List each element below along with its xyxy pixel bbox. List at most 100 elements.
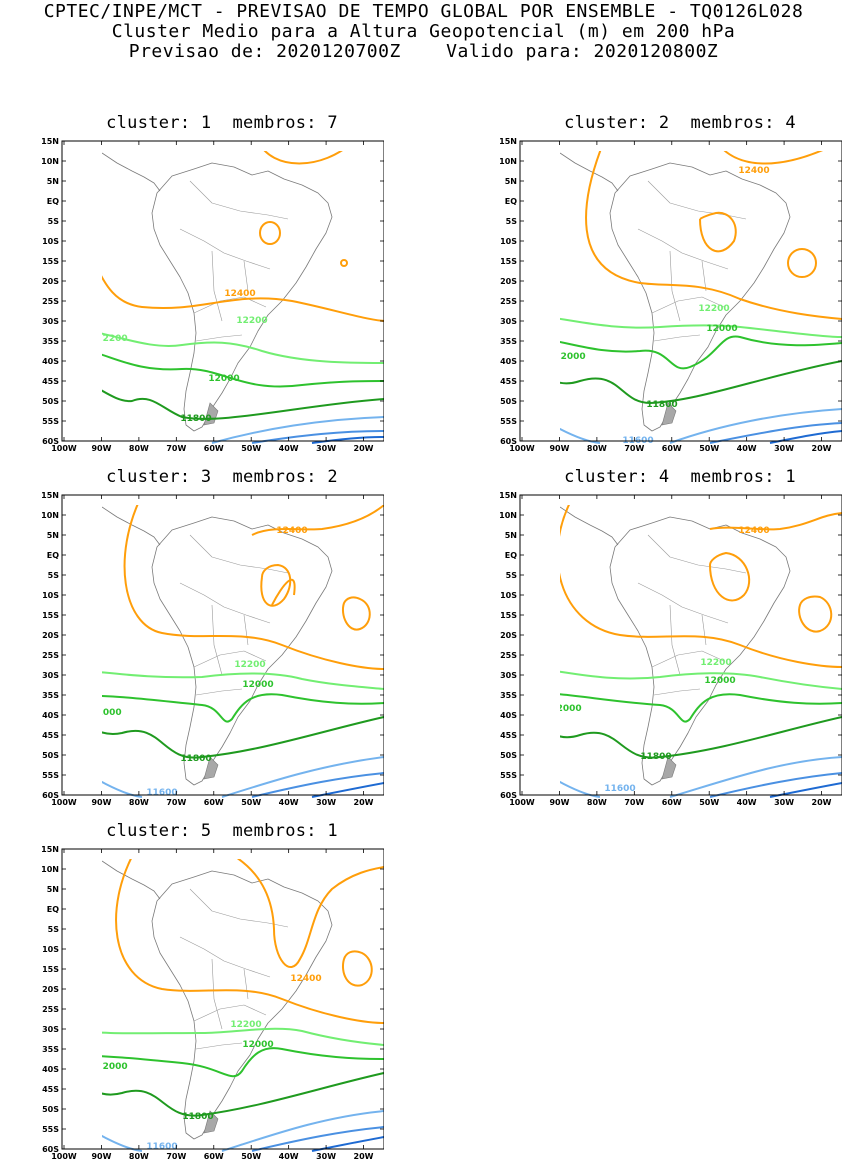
central-america-outline [102,860,161,900]
tierra-del-fuego [661,756,677,780]
contour-12400 [102,275,384,322]
contour-12400 [723,151,823,165]
country-border [243,968,249,1000]
lat-label: 35S [42,691,59,700]
country-border [637,228,729,270]
contour-12400-ring [340,259,348,267]
contour-label-left: 12200 [96,334,127,344]
lat-label: 35S [42,337,59,346]
country-border [211,250,223,322]
lon-label: 40W [279,444,299,453]
contour-11600 [102,1110,384,1152]
lat-label: 10N [499,511,517,520]
lat-label: 30S [42,317,59,326]
country-border [637,582,729,624]
tierra-del-fuego [203,1110,219,1134]
contour-11600 [102,756,384,798]
lon-label: 100W [509,798,535,807]
lon-label: 50W [699,798,719,807]
country-border [669,250,681,322]
lat-label: 60S [500,791,517,800]
lat-label: 45S [500,731,517,740]
contour-12400 [699,211,737,253]
panel-cluster-3: cluster: 3 membros: 2 11600 11800 12000 122… [22,467,384,817]
contour-label-11800: 11800 [646,400,677,410]
lat-label: 10S [500,237,517,246]
lat-label: 5S [48,217,60,226]
continent-outline [151,516,333,786]
lat-label: 15S [500,611,517,620]
lat-label: 10S [500,591,517,600]
lat-label: 5S [48,925,60,934]
lat-label: EQ [505,197,517,206]
lat-label: 55S [42,771,59,780]
country-border [651,296,725,314]
contour-12000 [102,693,384,723]
lon-label: 50W [699,444,719,453]
lat-label: 25S [42,651,59,660]
lon-label: 100W [51,798,77,807]
country-border [701,260,707,292]
lat-label: 15N [41,845,59,854]
lat-label: 50S [42,751,59,760]
lat-label: 20S [42,277,59,286]
country-border [701,614,707,646]
contour-label-left: 12000 [90,708,121,718]
contour-12400 [798,595,833,633]
country-border [189,180,289,220]
contour-12400 [236,859,384,968]
lat-label: 15N [41,491,59,500]
contour-12000 [560,335,842,370]
lon-label: 90W [91,444,111,453]
contour-label-12000: 12000 [242,680,273,690]
lon-label: 40W [737,798,757,807]
contour-label-12200: 12200 [700,658,731,668]
country-border [195,334,243,342]
lat-label: 15N [499,491,517,500]
panel-title: cluster: 3 membros: 2 [106,467,338,487]
contour-label-left: 12000 [554,352,585,362]
country-border [179,228,271,270]
lon-label: 40W [279,798,299,807]
contour-12400 [123,505,384,670]
contour-11800 [102,1072,384,1117]
country-border [669,604,681,676]
lat-label: 10N [41,511,59,520]
lat-label: 50S [42,397,59,406]
lat-label: 60S [42,437,59,446]
contour-12400 [115,859,384,1024]
lat-label: 60S [42,791,59,800]
contour-label-11800: 11800 [640,752,671,762]
lat-label: 10N [41,157,59,166]
lon-label: 30W [316,798,336,807]
lon-label: 60W [662,798,682,807]
country-border [179,936,271,978]
lat-label: 5N [47,531,59,540]
lat-label: 15S [42,257,59,266]
lat-label: 35S [500,691,517,700]
lon-label: 80W [587,444,607,453]
continent-outline [609,162,791,432]
contour-label-11800: 11800 [180,414,211,424]
contour-12200 [102,1027,384,1046]
lon-label: 20W [354,798,374,807]
contour-12200 [102,332,384,364]
contour-12400 [342,950,373,987]
lat-label: 30S [42,671,59,680]
contour-11800 [102,389,384,420]
lat-label: 55S [500,771,517,780]
header-line-1: CPTEC/INPE/MCT - PREVISAO DE TEMPO GLOBA… [43,1,804,22]
lon-label: 40W [737,444,757,453]
contour-12200 [560,317,842,338]
lat-label: 10S [42,591,59,600]
map-frame [519,140,842,442]
country-border [179,582,271,624]
lon-label: 60W [662,444,682,453]
contour-label-11800: 11800 [180,754,211,764]
contour-12000 [560,693,842,723]
country-border [653,334,701,342]
lat-label: 35S [500,337,517,346]
